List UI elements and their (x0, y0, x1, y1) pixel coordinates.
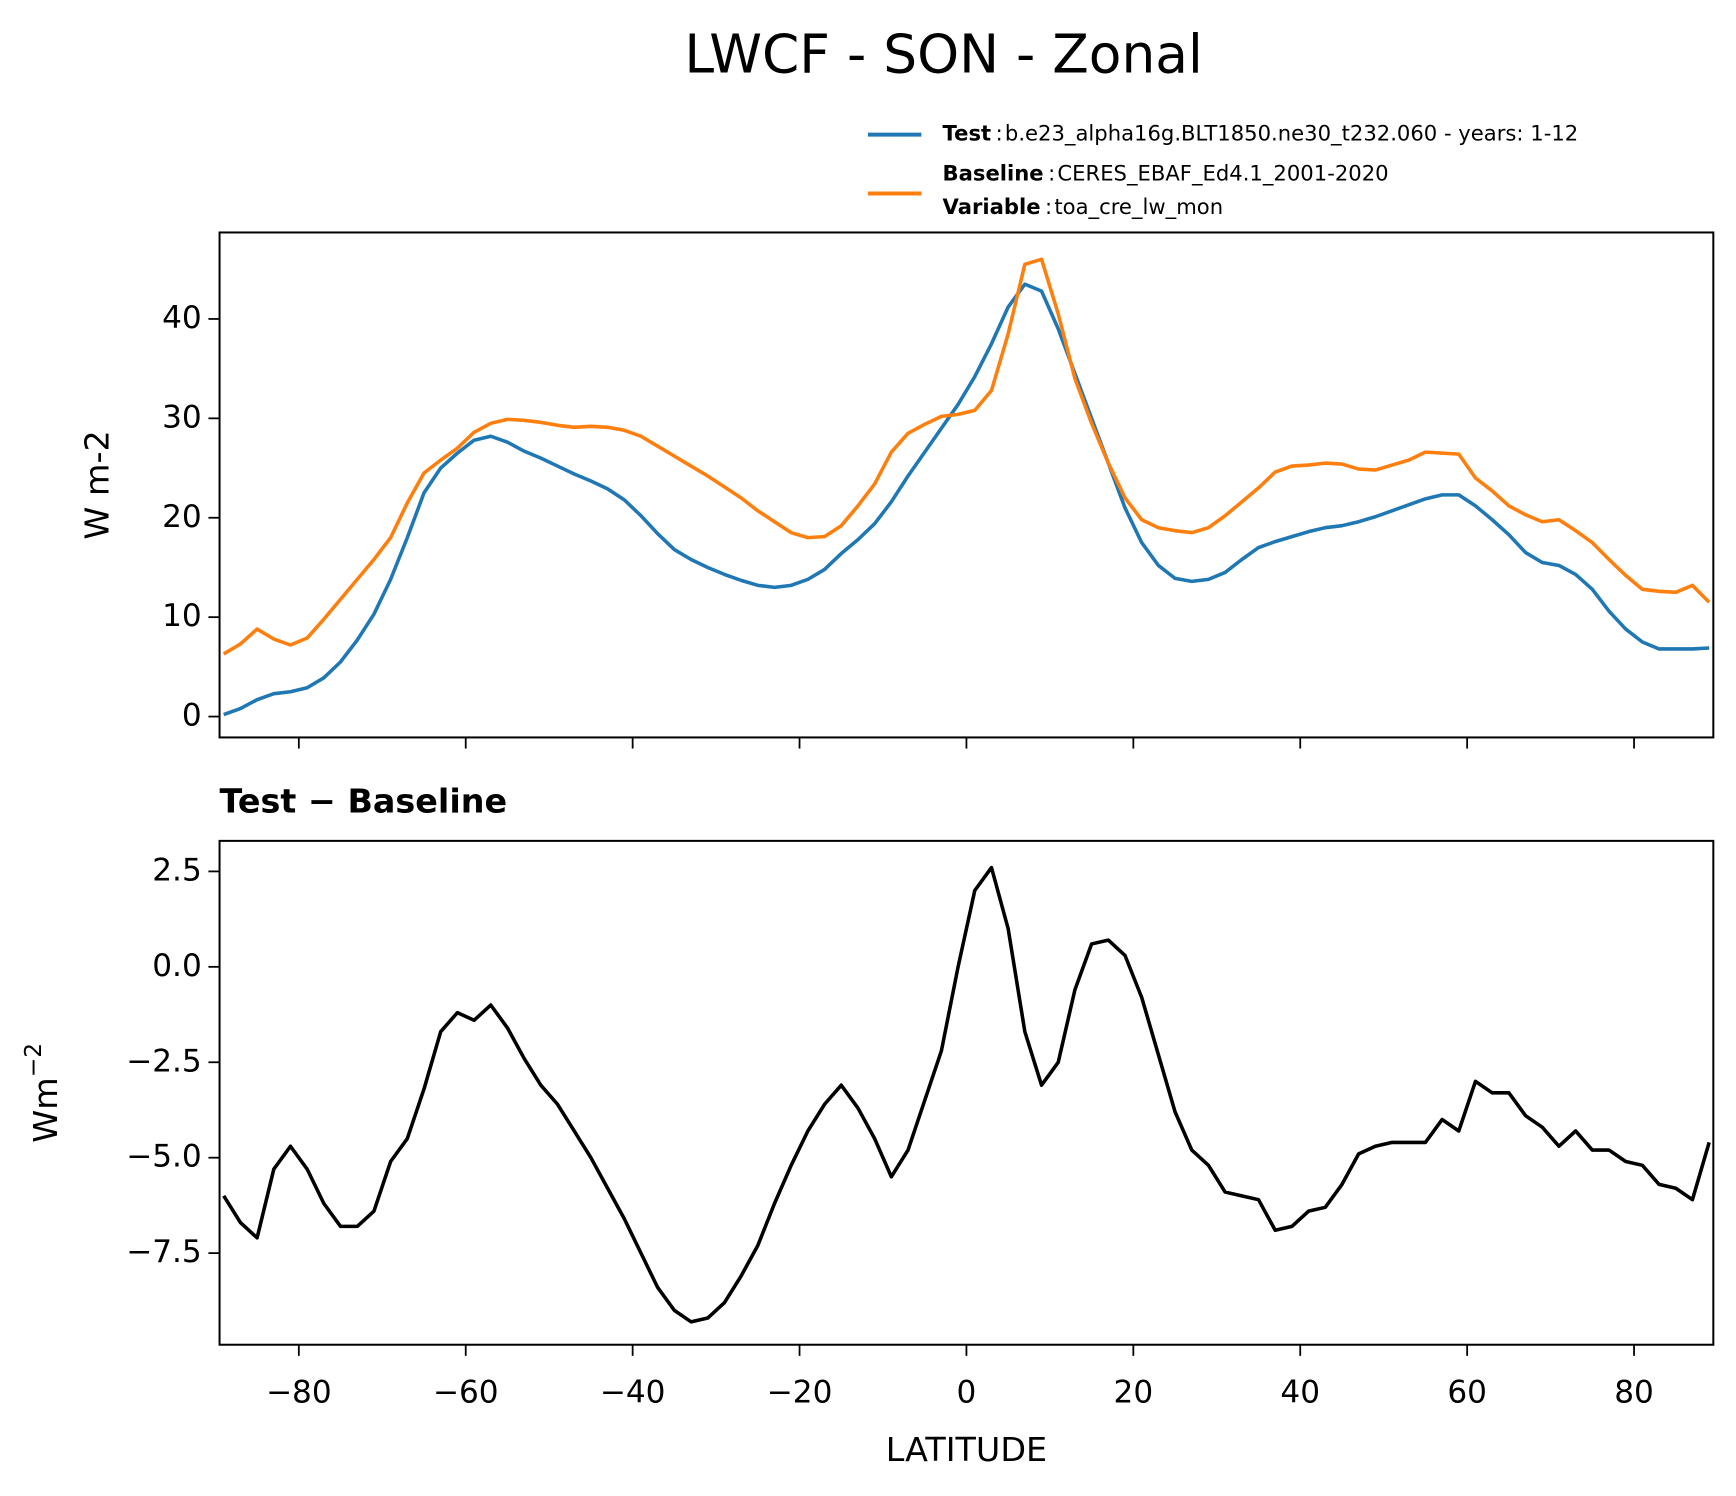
legend-separator: : (996, 121, 1003, 146)
y-axis-label-sup: −2 (18, 1043, 46, 1077)
y-axis-label: W m-2 (77, 430, 116, 539)
y-axis-label-text: Wm (26, 1077, 65, 1142)
legend-separator: : (1045, 194, 1052, 219)
y-tick-label: 0 (182, 698, 202, 734)
x-tick-label: −20 (767, 1375, 833, 1411)
series-line (222, 257, 1711, 656)
y-tick-label: 2.5 (152, 852, 202, 888)
legend-separator: : (1048, 161, 1055, 186)
y-axis-label: Wm−2 (18, 1043, 64, 1143)
y-axis-label-text: W m-2 (77, 430, 116, 539)
legend-entry: Test: b.e23_alpha16g.BLT1850.ne30_t232.06… (943, 121, 1579, 147)
legend-entry: Baseline: CERES_EBAF_Ed4.1_2001-2020 (943, 161, 1389, 187)
y-tick-label: −2.5 (126, 1043, 202, 1079)
figure-title: LWCF - SON - Zonal (684, 22, 1202, 85)
x-tick-label: −60 (433, 1375, 499, 1411)
x-tick-label: 80 (1614, 1375, 1654, 1411)
x-tick-label: 60 (1447, 1375, 1487, 1411)
x-tick-label: −40 (600, 1375, 666, 1411)
y-tick-label: −5.0 (126, 1139, 202, 1175)
axes-frame (218, 839, 1715, 1346)
legend-name: Baseline (943, 161, 1044, 186)
y-tick-label: 20 (162, 499, 202, 535)
x-tick-label: 40 (1280, 1375, 1320, 1411)
legend-label: toa_cre_lw_mon (1054, 194, 1223, 220)
legend-entry: Variable: toa_cre_lw_mon (943, 194, 1224, 220)
legend-label: b.e23_alpha16g.BLT1850.ne30_t232.060 - y… (1005, 121, 1578, 147)
y-tick-label: 10 (162, 598, 202, 634)
x-tick-label: 20 (1114, 1375, 1154, 1411)
y-tick-label: 30 (162, 399, 202, 435)
x-tick-label: 0 (957, 1375, 977, 1411)
series-line (222, 865, 1711, 1324)
x-tick-label: −80 (266, 1375, 332, 1411)
y-tick-label: 40 (162, 300, 202, 336)
series-line (223, 282, 1710, 717)
legend-name: Variable (943, 194, 1041, 219)
legend-label: CERES_EBAF_Ed4.1_2001-2020 (1057, 161, 1388, 187)
y-tick-label: −7.5 (126, 1234, 202, 1270)
y-tick-label: 0.0 (152, 948, 202, 984)
axes-title: Test − Baseline (220, 782, 508, 821)
legend-name: Test (943, 121, 992, 146)
x-axis-label: LATITUDE (886, 1430, 1047, 1469)
axes-frame (218, 231, 1715, 739)
